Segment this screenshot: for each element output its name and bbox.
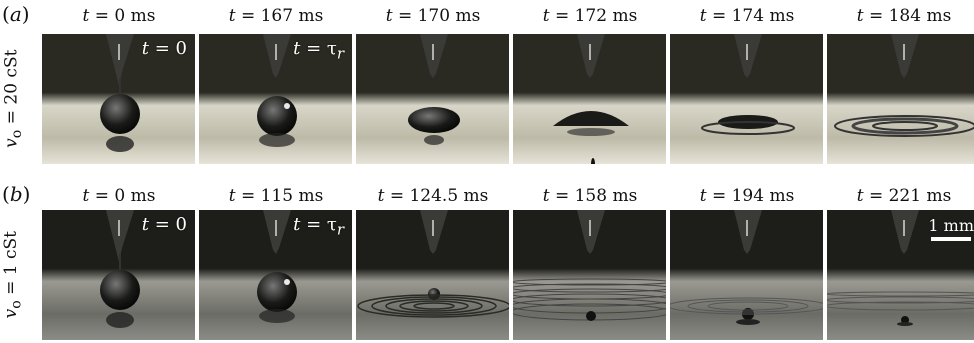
- time-label-b-3: t = 124.5 ms: [377, 186, 489, 206]
- inset-label-b-1: t = 0: [141, 214, 187, 235]
- photo-frame-a-6: [827, 34, 974, 164]
- panel-label-b: (b): [2, 182, 31, 206]
- photo-frame-b-6: 1 mm: [827, 210, 974, 340]
- photo-frame-a-1: t = 0: [42, 34, 195, 164]
- time-label-b-1: t = 0 ms: [82, 186, 156, 206]
- time-label-a-5: t = 174 ms: [699, 6, 795, 26]
- photo-frame-a-4: [513, 34, 666, 164]
- photo-frame-b-5: [670, 210, 823, 340]
- scale-bar: 1 mm: [928, 216, 974, 241]
- photo-frame-a-3: [356, 34, 509, 164]
- photo-frame-a-2: t = τr: [199, 34, 352, 164]
- time-label-b-2: t = 115 ms: [228, 186, 324, 206]
- viscosity-label-a: vo = 20 cSt: [1, 49, 25, 149]
- time-label-b-4: t = 158 ms: [542, 186, 638, 206]
- photo-frame-b-1: t = 0: [42, 210, 195, 340]
- inset-label-b-2: t = τr: [293, 214, 344, 239]
- photo-frame-b-3: [356, 210, 509, 340]
- photo-frame-a-5: [670, 34, 823, 164]
- photo-frame-b-2: t = τr: [199, 210, 352, 340]
- inset-label-a-2: t = τr: [293, 38, 344, 63]
- time-label-a-2: t = 167 ms: [228, 6, 324, 26]
- time-label-b-6: t = 221 ms: [856, 186, 952, 206]
- time-label-a-1: t = 0 ms: [82, 6, 156, 26]
- scale-bar-line: [931, 237, 972, 241]
- panel-label-a: (a): [2, 2, 30, 26]
- inset-label-a-1: t = 0: [141, 38, 187, 59]
- photo-frame-b-4: [513, 210, 666, 340]
- time-label-a-6: t = 184 ms: [856, 6, 952, 26]
- time-label-a-3: t = 170 ms: [385, 6, 481, 26]
- viscosity-label-b: vo = 1 cSt: [1, 231, 25, 319]
- time-label-b-5: t = 194 ms: [699, 186, 795, 206]
- time-label-a-4: t = 172 ms: [542, 6, 638, 26]
